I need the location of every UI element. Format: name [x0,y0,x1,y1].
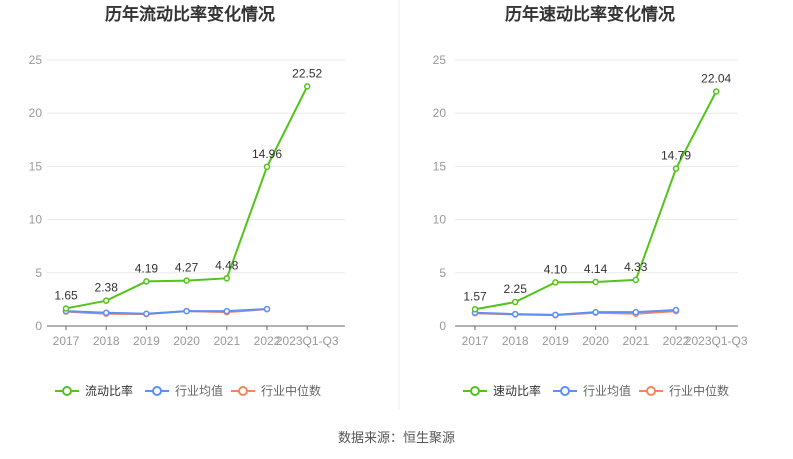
data-point [632,276,640,284]
x-tick-label: 2020 [582,334,609,348]
data-point [672,165,680,172]
data-point [223,275,231,282]
data-point [712,88,720,95]
legend-label[interactable]: 行业均值 [175,383,223,398]
legend-marker [470,386,480,396]
series-line [474,91,718,311]
x-tick-label: 2021 [213,334,240,348]
data-point [552,311,559,319]
x-tick-label: 2018 [502,334,529,348]
y-tick-label: 25 [29,53,43,67]
legend-marker [238,386,248,396]
data-point [303,83,311,90]
data-point [183,277,190,284]
y-tick-label: 5 [35,266,42,280]
legend-marker [560,386,570,396]
x-tick-label: 2017 [53,334,80,348]
chart-title: 历年流动比率变化情况 [105,4,275,24]
y-tick-label: 15 [433,159,447,173]
series-line [65,85,309,310]
data-point [62,305,70,312]
legend-marker [646,386,656,396]
data-label: 22.52 [292,66,322,80]
legend-label[interactable]: 行业中位数 [261,383,321,398]
data-point [143,310,150,318]
y-tick-label: 0 [439,319,446,333]
y-tick-label: 25 [433,53,447,67]
data-point [102,309,110,316]
data-point [592,278,599,286]
data-point [592,308,599,316]
data-label: 14.96 [252,147,282,161]
legend-marker [62,386,72,396]
y-tick-label: 10 [433,213,447,227]
data-point [183,307,190,315]
data-point [632,308,640,316]
x-tick-label: 2019 [133,334,160,348]
data-label: 4.14 [584,262,608,276]
legend-marker [152,386,162,396]
data-label: 4.10 [544,262,568,276]
chart-title: 历年速动比率变化情况 [505,4,675,24]
y-tick-label: 0 [35,319,42,333]
x-tick-label: 2022 [254,334,281,348]
data-label: 4.48 [215,258,239,272]
x-tick-label: 2023Q1-Q3 [276,334,339,348]
data-point [223,307,231,315]
data-point [263,305,271,313]
y-tick-label: 5 [439,266,446,280]
legend-label[interactable]: 行业中位数 [669,383,729,398]
x-tick-label: 2017 [462,334,489,348]
data-label: 4.19 [135,261,159,275]
data-label: 4.33 [624,260,648,274]
x-tick-label: 2020 [173,334,200,348]
y-tick-label: 15 [29,159,43,173]
data-point [263,163,271,171]
source-note: 数据来源：恒生聚源 [337,430,455,445]
x-tick-label: 2022 [663,334,690,348]
data-label: 2.25 [504,282,528,296]
x-tick-label: 2019 [542,334,569,348]
x-tick-label: 2021 [622,334,649,348]
legend-label[interactable]: 行业均值 [583,383,631,398]
data-label: 1.57 [463,289,487,303]
data-label: 1.65 [54,288,78,302]
data-point [143,278,150,285]
series-line [65,307,268,315]
x-tick-label: 2018 [93,334,120,348]
data-label: 4.27 [175,261,199,275]
data-point [102,297,110,304]
data-label: 14.79 [661,149,691,163]
legend-label[interactable]: 流动比率 [85,383,133,398]
x-tick-label: 2023Q1-Q3 [685,334,748,348]
series-line [474,309,677,316]
data-point [511,298,519,306]
data-label: 2.38 [95,281,119,295]
legend-label[interactable]: 速动比率 [493,383,541,398]
data-point [511,310,519,318]
y-tick-label: 10 [29,213,43,227]
data-point [672,306,680,314]
data-point [552,279,559,286]
data-label: 22.04 [701,71,731,85]
y-tick-label: 20 [433,106,447,120]
y-tick-label: 20 [29,106,43,120]
data-point [471,306,479,313]
